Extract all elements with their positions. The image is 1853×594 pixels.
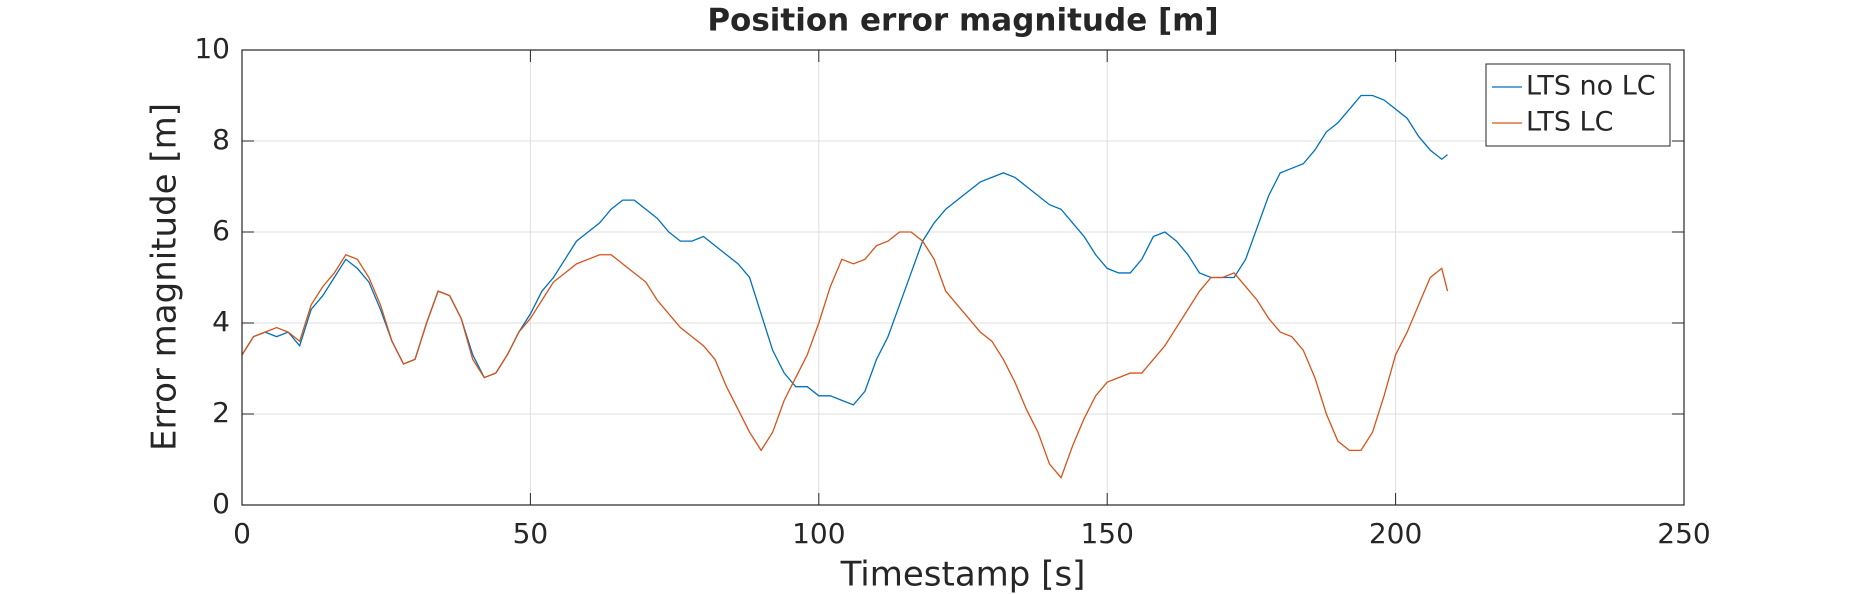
axes-box <box>241 49 1685 506</box>
y-tick-label: 8 <box>212 123 230 156</box>
x-tick-label: 100 <box>792 517 845 550</box>
data-line <box>241 231 1449 479</box>
x-tick-label: 50 <box>513 517 549 550</box>
legend-box <box>1485 63 1671 147</box>
legend-label: LTS LC <box>1526 107 1613 138</box>
y-tick-label: 10 <box>194 32 230 65</box>
legend-label: LTS no LC <box>1526 71 1656 102</box>
y-tick-label: 4 <box>212 305 230 338</box>
chart-title: Position error magnitude [m] <box>707 3 1218 39</box>
y-tick-label: 0 <box>212 487 230 520</box>
x-tick-label: 150 <box>1080 517 1133 550</box>
x-tick-label: 250 <box>1657 517 1710 550</box>
plot-area <box>242 50 1684 505</box>
y-tick-label: 2 <box>212 396 230 429</box>
x-tick-label: 0 <box>233 517 251 550</box>
x-tick-label: 200 <box>1369 517 1422 550</box>
y-axis-label: Error magnitude [m] <box>145 103 185 451</box>
y-tick-label: 6 <box>212 214 230 247</box>
x-axis-label: Timestamp [s] <box>840 555 1086 594</box>
